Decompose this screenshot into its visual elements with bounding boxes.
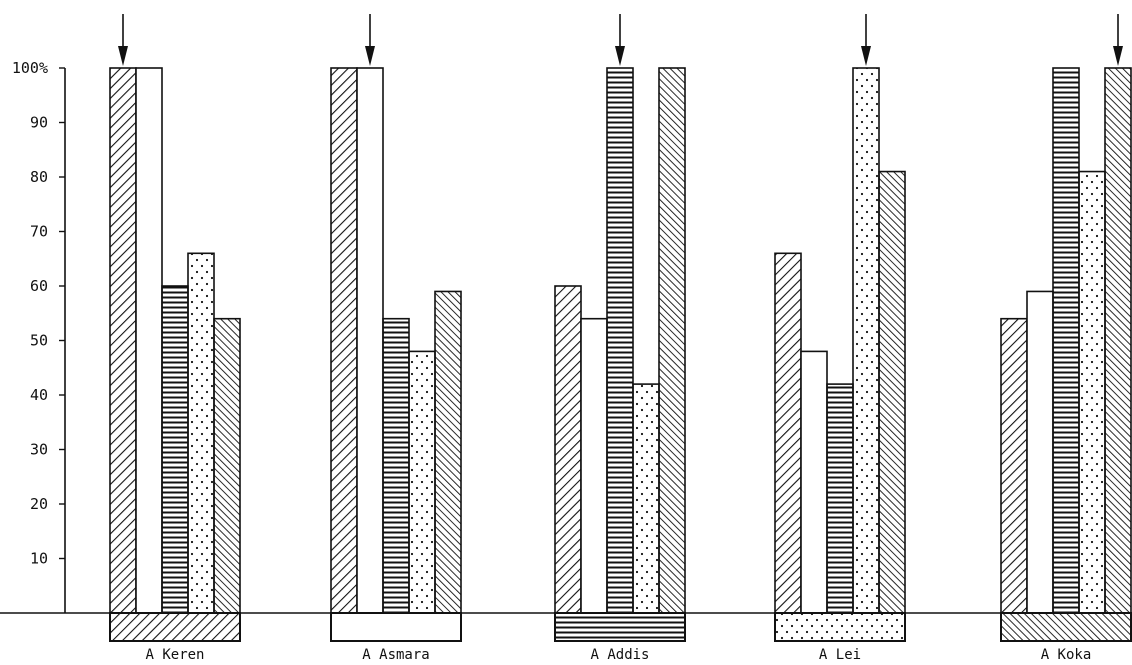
reference-box [774,612,906,642]
reference-box [330,612,462,642]
y-tick-label: 50 [30,332,48,350]
y-tick-label: 90 [30,114,48,132]
bar [852,67,880,614]
label-layer: A Keren A Asmara A Addis A Lei A Koka [145,647,1091,663]
arrow-head [1113,46,1123,66]
bar [658,67,686,614]
bar [434,290,462,614]
bar [878,170,906,614]
y-tick-label: 20 [30,495,48,513]
bar [632,383,660,614]
bar [554,285,582,614]
y-tick-label: 70 [30,223,48,241]
bar [1000,317,1028,614]
arrow-head [118,46,128,66]
y-tick-label: 100% [12,59,48,77]
arrow-head [615,46,625,66]
y-tick-label: 30 [30,441,48,459]
bar [187,252,215,614]
arrow-head [365,46,375,66]
bar [1104,67,1132,614]
y-tick-label: 80 [30,168,48,186]
arrow-head [861,46,871,66]
bar [356,67,384,614]
reference-box [109,612,241,642]
bar [774,252,802,614]
bar [213,317,241,614]
category-label: A Lei [819,647,861,663]
category-label: A Keren [145,647,204,663]
y-tick-label: 60 [30,277,48,295]
y-tick-label: 10 [30,550,48,568]
bar [1026,290,1054,614]
category-label: A Koka [1041,647,1092,663]
bar [1052,67,1080,614]
reference-box [1000,612,1132,642]
bar [826,383,854,614]
bar [800,350,828,614]
reference-box [554,612,686,642]
bar-layer [109,14,1132,642]
bar [161,285,189,614]
category-label: A Asmara [362,647,429,663]
bar [408,350,436,614]
bar [382,317,410,614]
category-label: A Addis [590,647,649,663]
bar [109,67,137,614]
y-tick-label: 40 [30,386,48,404]
bar [135,67,163,614]
bar [606,67,634,614]
bar [580,317,608,614]
bar [330,67,358,614]
bar [1078,170,1106,614]
